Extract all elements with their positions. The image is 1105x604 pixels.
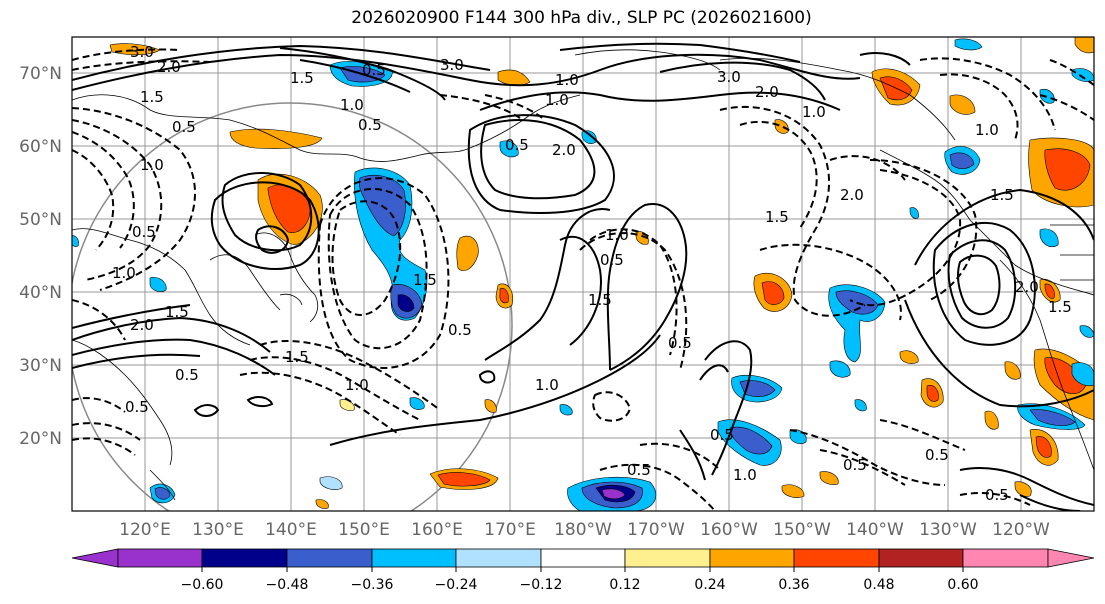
contour-label: 0.5 (627, 461, 651, 479)
contour-label: 0.5 (448, 321, 472, 339)
lon-label: 170°E (484, 520, 536, 540)
lon-label: 160°W (700, 520, 758, 540)
coastlines (72, 49, 1094, 501)
colorbar-tick-label: −0.12 (520, 577, 563, 593)
contour-label: 1.5 (285, 348, 309, 366)
lon-label: 160°E (411, 520, 463, 540)
contour-label: 2.0 (755, 83, 779, 101)
map-frame (71, 36, 1095, 512)
colorbar-tick-label: 0.24 (694, 577, 725, 593)
lon-label: 150°W (773, 520, 831, 540)
lat-label: 70°N (19, 64, 62, 84)
contour-label: 1.0 (545, 91, 569, 109)
colorbar-segment (878, 548, 964, 568)
colorbar-segment (371, 548, 457, 568)
contour-label: 1.0 (140, 156, 164, 174)
colorbar-tick-label: 0.36 (778, 577, 809, 593)
contour-label: 1.5 (588, 291, 612, 309)
lon-label: 120°E (119, 520, 171, 540)
contour-label: 1.5 (290, 69, 314, 87)
contour-label: 0.5 (175, 366, 199, 384)
colorbar-segment (962, 548, 1049, 568)
contour-labels: 3.0 2.0 1.5 0.5 1.0 0.5 1.0 1.5 2.0 3.0 … (112, 43, 1072, 504)
contour-label: 2.0 (130, 316, 154, 334)
lat-label: 50°N (19, 210, 62, 230)
contour-label: 0.5 (710, 426, 734, 444)
lon-label: 140°W (846, 520, 904, 540)
contour-label: 2.0 (157, 58, 181, 76)
colorbar (71, 548, 1095, 568)
contour-label: 1.0 (802, 103, 826, 121)
lat-label: 20°N (19, 429, 62, 449)
slp-contours-negative (72, 48, 1094, 511)
contour-label: 1.5 (413, 271, 437, 289)
contour-label: 1.0 (733, 466, 757, 484)
contour-label: 1.0 (555, 71, 579, 89)
contour-label: 1.0 (112, 264, 136, 282)
lat-label: 40°N (19, 283, 62, 303)
contour-label: 0.5 (925, 446, 949, 464)
colorbar-segment (455, 548, 542, 568)
contour-label: 3.0 (130, 43, 154, 61)
colorbar-segment (286, 548, 373, 568)
lon-axis: 120°E 130°E 140°E 150°E 160°E 170°E 180°… (119, 520, 1050, 540)
colorbar-tick-label: −0.24 (435, 577, 478, 593)
lat-axis: 70°N 60°N 50°N 40°N 30°N 20°N (19, 64, 62, 449)
contour-label: 1.5 (1048, 298, 1072, 316)
contour-label: 1.0 (975, 121, 999, 139)
contour-label: 0.5 (600, 251, 624, 269)
lon-label: 150°E (338, 520, 390, 540)
lon-label: 170°W (627, 520, 685, 540)
lat-label: 30°N (19, 356, 62, 376)
plot-title: 2026020900 F144 300 hPa div., SLP PC (20… (351, 8, 812, 28)
colorbar-segment (201, 548, 288, 568)
colorbar-labels: −0.60 −0.48 −0.36 −0.24 −0.12 0.12 0.24 … (181, 577, 979, 593)
lon-label: 130°W (919, 520, 977, 540)
colorbar-ticks (201, 567, 964, 572)
contour-label: 1.0 (535, 376, 559, 394)
colorbar-tick-label: 0.48 (863, 577, 894, 593)
contour-label: 1.0 (340, 96, 364, 114)
contour-label: 1.5 (990, 186, 1014, 204)
contour-label: 0.5 (985, 486, 1009, 504)
colorbar-tick-label: 0.60 (947, 577, 978, 593)
lon-label: 180°W (554, 520, 612, 540)
contour-label: 0.5 (668, 334, 692, 352)
contour-label: 0.5 (132, 223, 156, 241)
colorbar-segment (793, 548, 880, 568)
range-circle (72, 102, 513, 511)
colorbar-segment (624, 548, 711, 568)
contour-label: 1.5 (140, 88, 164, 106)
lon-label: 120°W (992, 520, 1050, 540)
contour-label: 1.5 (765, 208, 789, 226)
contour-label: 1.5 (165, 303, 189, 321)
lon-label: 140°E (265, 520, 317, 540)
contour-label: 0.5 (125, 398, 149, 416)
contour-label: 0.5 (358, 116, 382, 134)
colorbar-segment (540, 548, 626, 568)
colorbar-segment (1047, 548, 1095, 568)
colorbar-tick-label: −0.36 (351, 577, 394, 593)
colorbar-tick-label: −0.60 (181, 577, 224, 593)
colorbar-segment (709, 548, 795, 568)
contour-label: 1.0 (605, 226, 629, 244)
contour-label: 0.5 (172, 118, 196, 136)
colorbar-segment (71, 548, 119, 568)
contour-label: 0.5 (843, 456, 867, 474)
lat-label: 60°N (19, 137, 62, 157)
colorbar-tick-label: 0.12 (609, 577, 640, 593)
contour-label: 0.5 (505, 136, 529, 154)
contour-label: 1.0 (345, 376, 369, 394)
contour-label: 2.0 (552, 141, 576, 159)
colorbar-segment (117, 548, 203, 568)
contour-label: 2.0 (1015, 278, 1039, 296)
contour-label: 2.0 (840, 186, 864, 204)
lon-label: 130°E (192, 520, 244, 540)
contour-label: 3.0 (440, 56, 464, 74)
contour-label: 3.0 (717, 68, 741, 86)
colorbar-tick-label: −0.48 (266, 577, 309, 593)
slp-contours-positive (72, 42, 1094, 511)
contour-label: 0.5 (362, 61, 386, 79)
